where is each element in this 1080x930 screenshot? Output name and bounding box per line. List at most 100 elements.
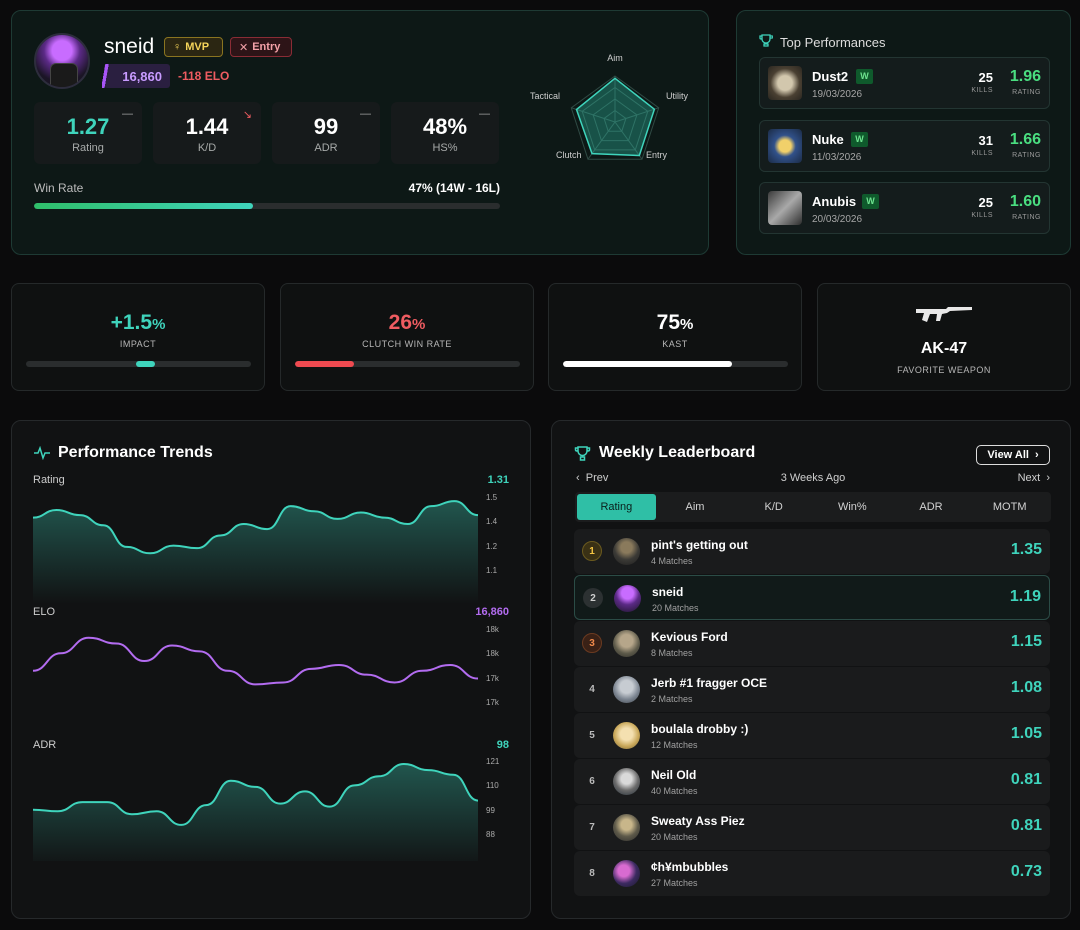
tab-adr[interactable]: ADR [919,501,943,513]
trend-line [33,636,479,686]
stat-value: 1.44 [185,114,229,139]
radar-area [575,77,656,157]
trend-down-icon: ↘ [242,109,252,121]
stat-hs: — 48% HS% [391,102,499,164]
kast-bar [563,361,788,367]
stat-value: 1.27 [66,114,110,139]
win-badge: W [856,69,873,84]
impact-bar [26,361,251,367]
radar-grid [592,98,638,142]
trend-current-elo: 16,860 [475,606,509,618]
stat-label: K/D [197,142,217,154]
tab-kd[interactable]: K/D [764,501,783,513]
period-label: 3 Weeks Ago [780,472,846,484]
player-avatar [613,814,640,841]
impact-fill [136,361,155,367]
stat-value: 99 [313,114,339,139]
leaderboard-row[interactable]: 4 Jerb #1 fragger OCE 2 Matches 1.08 [574,667,1050,712]
trend-line [33,500,479,555]
leaderboard-row[interactable]: 8 ¢h¥mbubbles 27 Matches 0.73 [574,851,1050,896]
profile-card: sneid ♀ MVP ✕ Entry 16,860 -118 ELO — 1.… [11,10,709,255]
win-rate-fill [34,203,254,209]
tab-aim[interactable]: Aim [685,501,705,513]
top-performances-card: Top Performances Dust2 W 19/03/2026 25 KI… [736,10,1071,255]
tab-motm[interactable]: MOTM [992,501,1027,513]
radar-axis-label: Clutch [556,150,582,160]
radar-grid [570,75,660,160]
clutch-fill [295,361,354,367]
weekly-leaderboard-card: Weekly Leaderboard View All › ‹ Prev 3 We… [551,420,1071,919]
radar-axis-label: Aim [607,53,623,63]
radar-spoke [571,107,616,123]
radar-axis-label: Tactical [530,91,560,101]
leaderboard-row[interactable]: 6 Neil Old 40 Matches 0.81 [574,759,1050,804]
skill-radar-chart: Aim Utility Entry Clutch Tactical [530,53,688,160]
crossed-swords-icon: ✕ [239,41,249,54]
ak47-icon [916,307,972,322]
next-button[interactable]: Next › [1017,472,1050,484]
tab-rating[interactable]: Rating [577,494,656,520]
leaderboard-row[interactable]: 7 Sweaty Ass Piez 20 Matches 0.81 [574,805,1050,850]
trend-charts [33,500,479,861]
profile-avatar[interactable] [34,33,90,89]
trend-current-adr: 98 [496,739,509,751]
performance-trends-title: Performance Trends [34,444,213,462]
chevron-left-icon: ‹ [576,472,580,484]
player-avatar [613,860,640,887]
win-rate-bar [34,203,500,209]
radar-axis-label: Entry [646,150,668,160]
trend-label-rating: Rating [33,474,65,486]
win-badge: W [862,194,879,209]
player-avatar [613,538,640,565]
leaderboard-title: Weekly Leaderboard [574,444,755,462]
username: sneid [104,35,155,58]
player-avatar [614,585,641,612]
radar-grid [581,86,649,151]
period-nav: ‹ Prev 3 Weeks Ago Next › [576,472,1050,488]
top-performance-item[interactable]: Nuke W 11/03/2026 31 KILLS 1.66 RATING [759,120,1050,172]
leaderboard-row[interactable]: 3 Kevious Ford 8 Matches 1.15 [574,621,1050,666]
trophy-icon [574,445,591,461]
win-rate-label: Win Rate [34,181,84,195]
stat-label: Rating [72,142,104,154]
chevron-right-icon: › [1046,472,1050,484]
trend-area [33,764,478,861]
radar-spoke [614,107,659,123]
kast-fill [563,361,732,367]
elo-value: 16,860 [102,64,170,88]
trend-flat-icon: — [122,108,133,120]
clutch-bar [295,361,520,367]
activity-icon [34,446,50,460]
tab-win[interactable]: Win% [837,501,867,513]
leaderboard-row[interactable]: 1 pint's getting out 4 Matches 1.35 [574,529,1050,574]
leaderboard-tabs: Rating Aim K/D Win% ADR MOTM [575,492,1051,522]
win-rate-value: 47% (14W - 16L) [408,181,500,195]
kast-card: 75% KAST [548,283,802,391]
performance-trends-card: Performance Trends Rating 1.31 1.5 1.4 1… [11,420,531,919]
impact-card: +1.5% IMPACT [11,283,265,391]
elo-delta: -118 ELO [178,69,230,83]
trophy-icon [759,34,774,51]
stat-rating: — 1.27 Rating [34,102,142,164]
stat-label: HS% [432,142,458,154]
trend-area [33,637,478,736]
top-performances-header: Top Performances [759,34,886,51]
trend-area [33,501,478,604]
favorite-weapon-card: AK-47 FAVORITE WEAPON [817,283,1071,391]
trend-flat-icon: — [479,108,490,120]
stat-kd: ↘ 1.44 K/D [153,102,261,164]
trend-label-adr: ADR [33,739,57,751]
player-avatar [613,630,640,657]
top-performance-item[interactable]: Anubis W 20/03/2026 25 KILLS 1.60 RATING [759,182,1050,234]
leaderboard-row-current-user[interactable]: 2 sneid 20 Matches 1.19 [574,575,1050,620]
anubis-map-icon [768,191,802,225]
player-avatar [613,676,640,703]
view-all-button[interactable]: View All › [976,445,1050,465]
player-avatar [613,722,640,749]
stat-label: ADR [314,142,338,154]
leaderboard-row[interactable]: 5 boulala drobby :) 12 Matches 1.05 [574,713,1050,758]
prev-button[interactable]: ‹ Prev [576,472,609,484]
chevron-right-icon: › [1034,449,1039,461]
top-performance-item[interactable]: Dust2 W 19/03/2026 25 KILLS 1.96 RATING [759,57,1050,109]
trend-label-elo: ELO [33,606,56,618]
